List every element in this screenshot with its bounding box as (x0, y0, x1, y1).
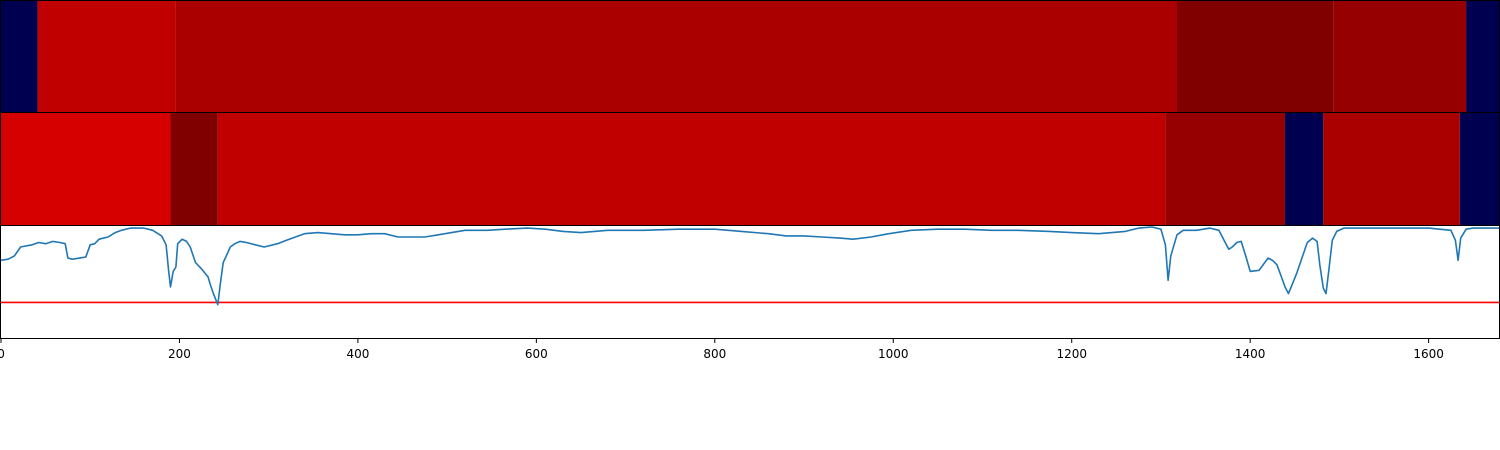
heatmap-cell-r1-4 (1177, 1, 1334, 112)
x-tick-label-1400: 1400 (1235, 347, 1266, 361)
x-tick-label-1600: 1600 (1413, 347, 1444, 361)
x-axis: 0 200 400 600 800 1000 1200 1400 1600 (0, 338, 1444, 361)
x-tick-label-800: 800 (703, 347, 726, 361)
heatmap-cell-r2-3 (217, 113, 1166, 225)
heatmap-cell-r2-1 (1, 113, 171, 225)
heatmap-cell-r1-3 (175, 1, 1178, 112)
heatmap-cell-r2-5 (1284, 113, 1324, 225)
x-tick-label-1200: 1200 (1056, 347, 1087, 361)
heatmap-cell-r1-2 (37, 1, 176, 112)
heatmap-cell-r1-6 (1466, 1, 1500, 112)
series-line (0, 226, 1500, 306)
heatmap-cell-r2-7 (1459, 113, 1500, 225)
x-tick-label-600: 600 (525, 347, 548, 361)
x-tick-label-200: 200 (168, 347, 191, 361)
x-tick-label-400: 400 (346, 347, 369, 361)
heatmap-cell-r2-2 (170, 113, 218, 225)
x-tick-label-1000: 1000 (878, 347, 909, 361)
line-panel (0, 226, 1500, 338)
heatmap-cell-r1-1 (1, 1, 38, 112)
heatmap-cell-r2-4 (1165, 113, 1285, 225)
x-tick-label-0: 0 (0, 347, 5, 361)
heatmap-cell-r2-6 (1323, 113, 1460, 225)
heatmap-row-1 (1, 1, 1500, 112)
line-panel-background (1, 226, 1500, 338)
heatmap-cell-r1-5 (1333, 1, 1467, 112)
heatmap-row-2 (1, 113, 1500, 225)
